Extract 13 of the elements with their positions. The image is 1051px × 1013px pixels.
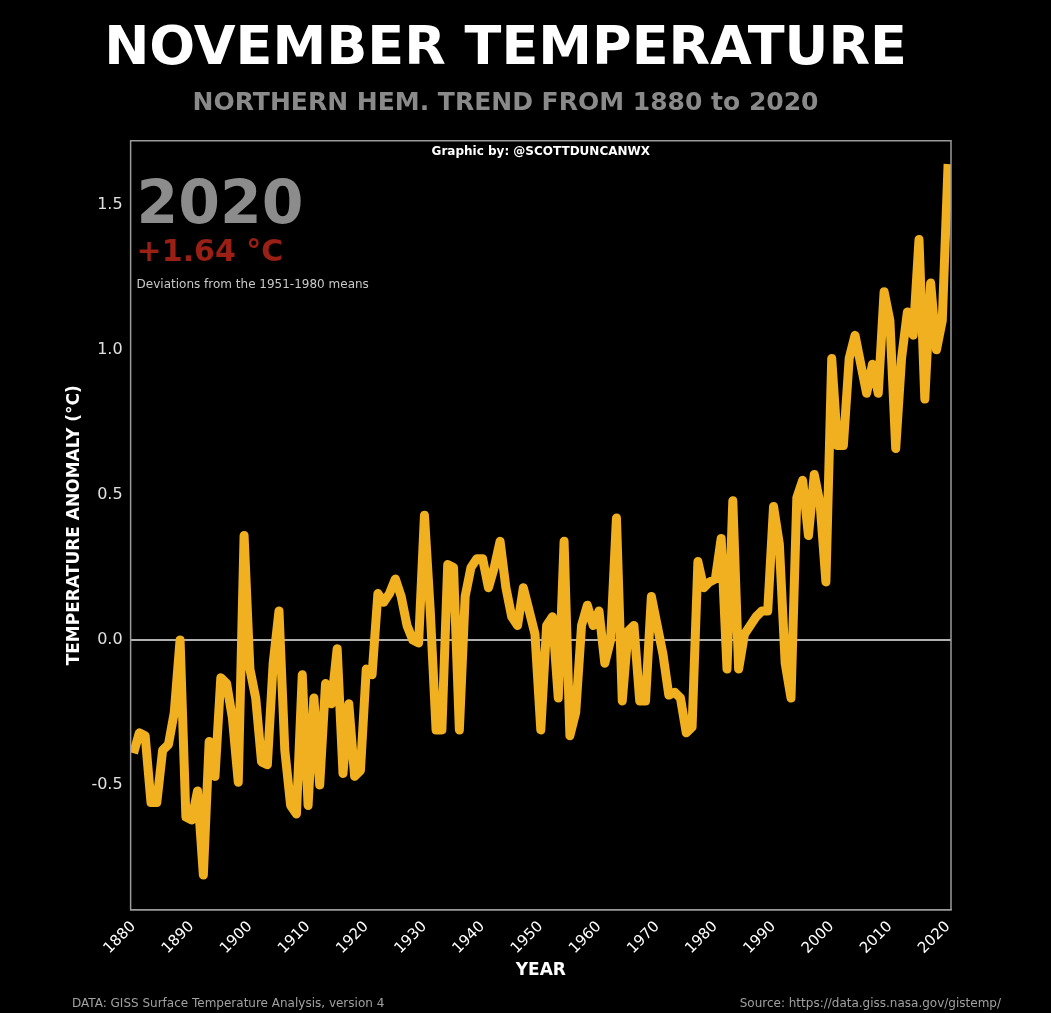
y-axis-title: TEMPERATURE ANOMALY (°C)	[62, 385, 83, 666]
annotation: Deviations from the 1951-1980 means	[136, 276, 369, 291]
chart-subtitle: NORTHERN HEM. TREND FROM 1880 to 2020	[192, 87, 819, 117]
text: DATA: GISS Surface Temperature Analysis, version 4	[72, 996, 385, 1010]
y-tick-label: 0.5	[97, 484, 123, 504]
y-tick-label: 1.0	[97, 338, 123, 358]
y-tick-label: 0.0	[97, 629, 123, 649]
y-tick-label: -0.5	[91, 774, 123, 794]
source-note: Source: https://data.giss.nasa.gov/gistemp/	[739, 996, 1002, 1010]
y-tick-label: 1.5	[97, 193, 123, 213]
x-axis-title: YEAR	[514, 959, 566, 980]
annotation: Graphic by: @SCOTTDUNCANWX	[431, 143, 651, 158]
chart-title: NOVEMBER TEMPERATURE	[104, 14, 907, 78]
